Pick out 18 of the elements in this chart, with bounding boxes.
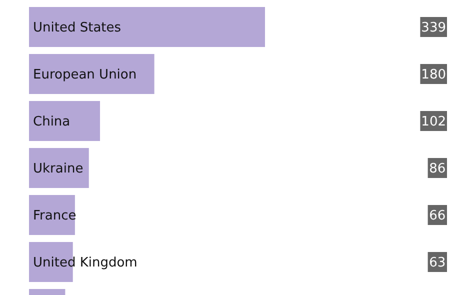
bar bbox=[29, 242, 73, 282]
y-tick-label: France bbox=[33, 208, 76, 224]
bar bbox=[29, 101, 100, 141]
data-label: 86 bbox=[429, 162, 446, 177]
y-tick-label: European Union bbox=[33, 68, 137, 83]
y-tick-label: United Kingdom bbox=[33, 256, 138, 271]
y-tick-label: China bbox=[33, 114, 70, 130]
data-label: 180 bbox=[421, 68, 446, 83]
y-tick-label: Ukraine bbox=[33, 162, 84, 177]
y-tick-label: United States bbox=[33, 20, 122, 36]
bar bbox=[29, 148, 89, 188]
bar bbox=[29, 195, 75, 235]
data-label: 102 bbox=[421, 114, 446, 130]
bar bbox=[29, 54, 154, 94]
bar bbox=[29, 7, 265, 47]
data-label: 339 bbox=[421, 20, 446, 36]
data-label: 63 bbox=[429, 256, 446, 271]
data-label: 66 bbox=[429, 208, 446, 224]
